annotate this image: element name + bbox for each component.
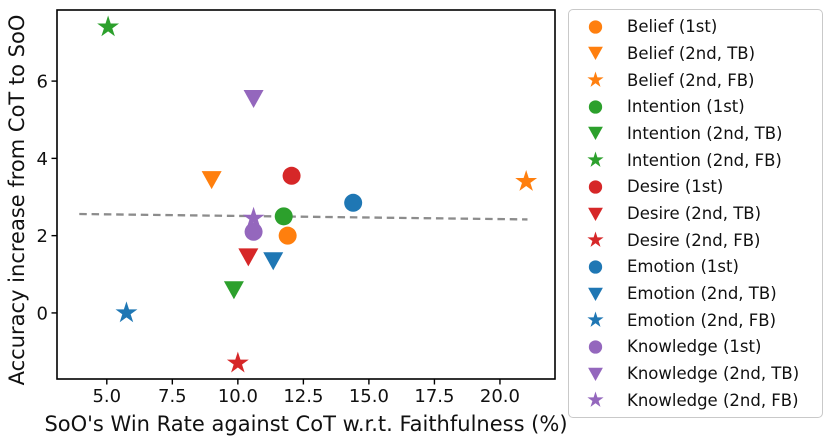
- point-emotion-1st: [344, 193, 363, 212]
- circle-icon-shape: [588, 180, 603, 194]
- triangle-down-icon: [588, 127, 603, 141]
- legend-item-intention-2nd-fb: Intention (2nd, FB): [582, 147, 822, 173]
- y-tick-label: 2: [37, 226, 48, 247]
- x-tick-label: 17.5: [414, 386, 454, 407]
- point-belief-1st: [278, 226, 297, 245]
- legend-item-label: Desire (2nd, FB): [627, 230, 761, 250]
- point-desire-2nd-tb: [238, 248, 259, 267]
- legend-item-label: Desire (1st): [627, 177, 724, 197]
- x-tick-label: 7.5: [158, 386, 187, 407]
- x-tick-label: 12.5: [283, 386, 323, 407]
- triangle-down-icon: [588, 287, 603, 301]
- plot-area: 5.0 7.5 10.0 12.5 15.0 17.5 20.0 0 2 4 6: [37, 9, 556, 407]
- legend-item-label: Emotion (1st): [627, 257, 739, 277]
- y-tick-label: 4: [37, 149, 48, 170]
- legend: Belief (1st) Belief (2nd, TB) Belief (2nd,…: [568, 9, 823, 418]
- legend-item-desire-2nd-fb: Desire (2nd, FB): [582, 227, 822, 253]
- star-icon: [587, 151, 604, 168]
- legend-item-belief-2nd-fb: Belief (2nd, FB): [582, 67, 822, 93]
- legend-item-label: Belief (2nd, TB): [627, 43, 756, 63]
- x-axis-label: SoO's Win Rate against CoT w.r.t. Faithf…: [44, 412, 567, 436]
- circle-icon-shape: [588, 100, 603, 114]
- triangle-down-icon-shape: [588, 207, 603, 221]
- legend-item-label: Knowledge (2nd, FB): [627, 390, 799, 410]
- star-icon-shape: [587, 311, 604, 328]
- legend-item-label: Knowledge (1st): [627, 337, 762, 357]
- triangle-down-icon: [588, 207, 603, 221]
- point-intention-2nd-tb: [223, 281, 244, 300]
- star-icon: [587, 311, 604, 328]
- star-icon: [587, 391, 604, 408]
- star-icon: [587, 71, 604, 87]
- triangle-down-icon: [588, 47, 603, 61]
- legend-item-intention-1st: Intention (1st): [582, 94, 822, 120]
- star-icon-shape: [587, 151, 604, 168]
- circle-icon-shape: [588, 340, 603, 354]
- y-tick-label: 6: [37, 72, 48, 93]
- legend-item-desire-2nd-tb: Desire (2nd, TB): [582, 201, 822, 227]
- triangle-down-icon-shape: [588, 47, 603, 61]
- point-desire-2nd-fb: [226, 351, 249, 373]
- legend-item-label: Emotion (2nd, FB): [627, 310, 777, 330]
- plot-border: [56, 9, 556, 380]
- point-belief-2nd-fb: [515, 170, 538, 191]
- triangle-down-icon-shape: [588, 367, 603, 381]
- legend-item-emotion-2nd-fb: Emotion (2nd, FB): [582, 307, 822, 333]
- point-emotion-2nd-fb: [115, 301, 138, 323]
- point-emotion-2nd-tb: [263, 252, 284, 271]
- star-icon-shape: [587, 71, 604, 87]
- circle-icon-shape: [588, 20, 603, 34]
- legend-item-knowledge-2nd-tb: Knowledge (2nd, TB): [582, 361, 822, 387]
- triangle-down-icon: [588, 367, 603, 381]
- star-icon-shape: [587, 231, 604, 248]
- triangle-down-icon-shape: [588, 287, 603, 301]
- x-tick-label: 15.0: [349, 386, 389, 407]
- circle-icon: [588, 340, 603, 354]
- triangle-down-icon-shape: [588, 127, 603, 141]
- legend-item-label: Knowledge (2nd, TB): [627, 364, 800, 384]
- legend-item-label: Intention (2nd, TB): [627, 123, 783, 143]
- x-tick-label: 5.0: [92, 386, 121, 407]
- point-knowledge-2nd-fb: [242, 206, 265, 228]
- legend-item-label: Intention (2nd, FB): [627, 150, 782, 170]
- star-icon: [587, 231, 604, 248]
- legend-item-knowledge-2nd-fb: Knowledge (2nd, FB): [582, 387, 822, 413]
- x-tick-label: 20.0: [480, 386, 520, 407]
- legend-item-label: Belief (1st): [627, 17, 718, 37]
- x-tick-label: 10.0: [218, 386, 258, 407]
- circle-icon-shape: [588, 260, 603, 274]
- legend-item-emotion-1st: Emotion (1st): [582, 254, 822, 280]
- point-knowledge-2nd-tb: [243, 89, 264, 108]
- circle-icon: [588, 100, 603, 114]
- circle-icon: [588, 180, 603, 194]
- legend-item-label: Desire (2nd, TB): [627, 204, 762, 223]
- star-icon-shape: [587, 391, 604, 408]
- trend-line: [79, 212, 528, 221]
- legend-item-emotion-2nd-tb: Emotion (2nd, TB): [582, 281, 822, 307]
- legend-item-desire-1st: Desire (1st): [582, 174, 822, 200]
- y-axis-label: Accuracy increase from CoT to SoO: [5, 15, 29, 386]
- legend-item-intention-2nd-tb: Intention (2nd, TB): [582, 120, 822, 146]
- legend-item-label: Emotion (2nd, TB): [627, 284, 777, 304]
- circle-icon: [588, 260, 603, 274]
- legend-item-label: Belief (2nd, FB): [627, 70, 755, 90]
- legend-item-belief-1st: Belief (1st): [582, 14, 822, 40]
- legend-item-belief-2nd-tb: Belief (2nd, TB): [582, 40, 822, 66]
- point-intention-1st: [274, 207, 293, 226]
- circle-icon: [588, 20, 603, 34]
- point-intention-2nd-fb: [97, 15, 120, 37]
- y-tick-label: 0: [37, 303, 48, 324]
- legend-item-label: Intention (1st): [627, 97, 745, 117]
- point-knowledge-1st: [244, 222, 263, 241]
- legend-item-knowledge-1st: Knowledge (1st): [582, 334, 822, 360]
- point-desire-1st: [282, 166, 301, 185]
- point-belief-2nd-tb: [201, 171, 222, 190]
